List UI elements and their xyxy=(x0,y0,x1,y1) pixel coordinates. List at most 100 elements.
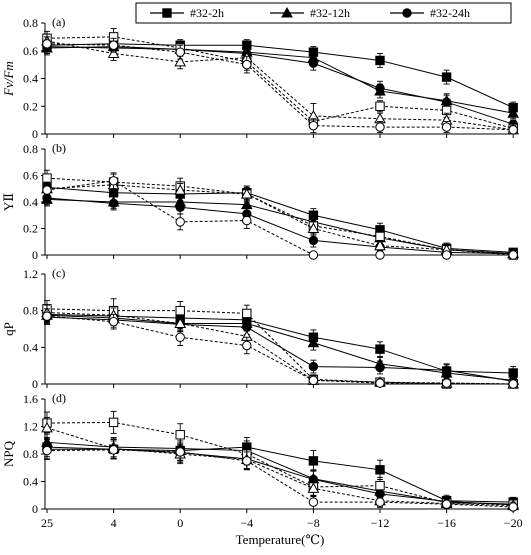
data-point xyxy=(508,125,518,135)
panel-label: (a) xyxy=(52,15,65,29)
x-tick-label: −12 xyxy=(371,516,390,530)
data-point xyxy=(375,344,385,354)
data-point xyxy=(441,250,452,260)
data-point xyxy=(375,378,385,388)
data-point xyxy=(508,250,518,260)
y-tick-label: 0.4 xyxy=(23,475,38,489)
y-tick-label: 0.8 xyxy=(23,16,38,30)
data-point xyxy=(375,465,385,475)
data-point xyxy=(108,316,119,327)
y-tick-label: 0.2 xyxy=(23,99,38,113)
data-point xyxy=(508,502,518,512)
data-point xyxy=(375,231,385,242)
y-tick-label: 0 xyxy=(32,248,38,262)
legend-marker xyxy=(402,8,412,18)
data-point xyxy=(108,40,119,50)
series-circle-open xyxy=(42,308,518,389)
data-point xyxy=(308,250,319,260)
x-tick-label: −20 xyxy=(504,516,523,530)
panel-label: (b) xyxy=(52,141,66,155)
series-line xyxy=(46,314,514,381)
data-point xyxy=(42,173,52,183)
data-point xyxy=(242,340,252,351)
data-point xyxy=(174,55,187,67)
data-point xyxy=(375,480,385,491)
data-point xyxy=(375,250,385,260)
data-point xyxy=(108,417,119,428)
data-point xyxy=(242,215,252,226)
data-point xyxy=(42,39,52,49)
x-tick-label: 0 xyxy=(177,516,183,530)
data-point xyxy=(375,83,385,93)
series-line xyxy=(46,308,514,385)
x-tick-label: −16 xyxy=(437,516,456,530)
series-circle-open xyxy=(42,172,518,260)
data-point xyxy=(107,47,120,59)
series-line xyxy=(46,40,514,131)
data-point xyxy=(308,235,319,246)
y-tick-label: 0.4 xyxy=(23,195,38,209)
chart-panel-1: 0 0.2 0.4 0.6 0.8 (a) Fv/Fm xyxy=(1,15,520,141)
y-tick-label: 0.4 xyxy=(23,72,38,86)
series-line xyxy=(46,449,514,508)
data-point xyxy=(375,55,385,66)
legend-label: #32-12h xyxy=(310,6,350,20)
data-point xyxy=(441,122,452,132)
data-point xyxy=(242,456,252,466)
y-axis-title: YⅡ xyxy=(1,193,16,211)
data-point xyxy=(441,365,452,375)
x-axis: 25 4 0 −4 −8 −12 −16 −20 xyxy=(41,516,523,530)
data-point xyxy=(108,445,119,455)
series-line xyxy=(46,312,514,385)
legend-box xyxy=(135,2,512,24)
series-line xyxy=(46,43,514,131)
x-tick-label: 4 xyxy=(111,516,117,530)
data-point xyxy=(508,379,518,389)
data-point xyxy=(42,185,52,195)
chart-panel-2: 0 0.2 0.4 0.6 0.8 (b) YⅡ xyxy=(1,141,520,262)
data-point xyxy=(375,362,385,373)
series-line xyxy=(46,427,514,507)
series-line xyxy=(46,186,514,253)
data-point xyxy=(42,311,52,321)
series-line xyxy=(46,46,514,125)
panel-label: (d) xyxy=(52,391,66,405)
data-point xyxy=(175,202,185,213)
data-point xyxy=(175,47,185,57)
data-point xyxy=(441,499,452,509)
series-circle-open xyxy=(42,440,518,512)
y-tick-label: 1.2 xyxy=(23,420,38,434)
series-line xyxy=(46,43,514,109)
data-point xyxy=(441,72,452,82)
y-tick-label: 0.8 xyxy=(23,447,38,461)
data-point xyxy=(507,107,520,118)
panel-label: (c) xyxy=(52,266,65,280)
y-axis-title: NPQ xyxy=(1,440,16,467)
data-point xyxy=(308,497,319,507)
data-point xyxy=(375,101,385,111)
legend-marker xyxy=(162,8,172,18)
data-point xyxy=(308,120,319,131)
y-tick-label: 0.4 xyxy=(23,340,38,354)
data-point xyxy=(441,378,452,388)
data-point xyxy=(240,188,253,199)
data-point xyxy=(175,217,185,227)
series-line xyxy=(46,184,514,255)
series-line xyxy=(46,180,514,256)
y-tick-label: 0.6 xyxy=(23,44,38,58)
data-point xyxy=(41,421,53,433)
legend-label: #32-24h xyxy=(430,6,470,20)
chart-panel-3: 0 0.4 0.8 1.2 (c) qP xyxy=(1,266,520,391)
series-line xyxy=(46,421,514,505)
chart-panel-4: 0 0.4 0.8 1.2 1.6 (d) NPQ xyxy=(1,391,520,516)
y-tick-label: 0.8 xyxy=(23,142,38,156)
data-point xyxy=(308,58,319,68)
data-point xyxy=(308,361,319,372)
series-line xyxy=(46,198,514,255)
data-point xyxy=(175,430,185,440)
y-tick-label: 0.8 xyxy=(23,304,38,318)
legend-label: #32-2h xyxy=(190,6,224,20)
